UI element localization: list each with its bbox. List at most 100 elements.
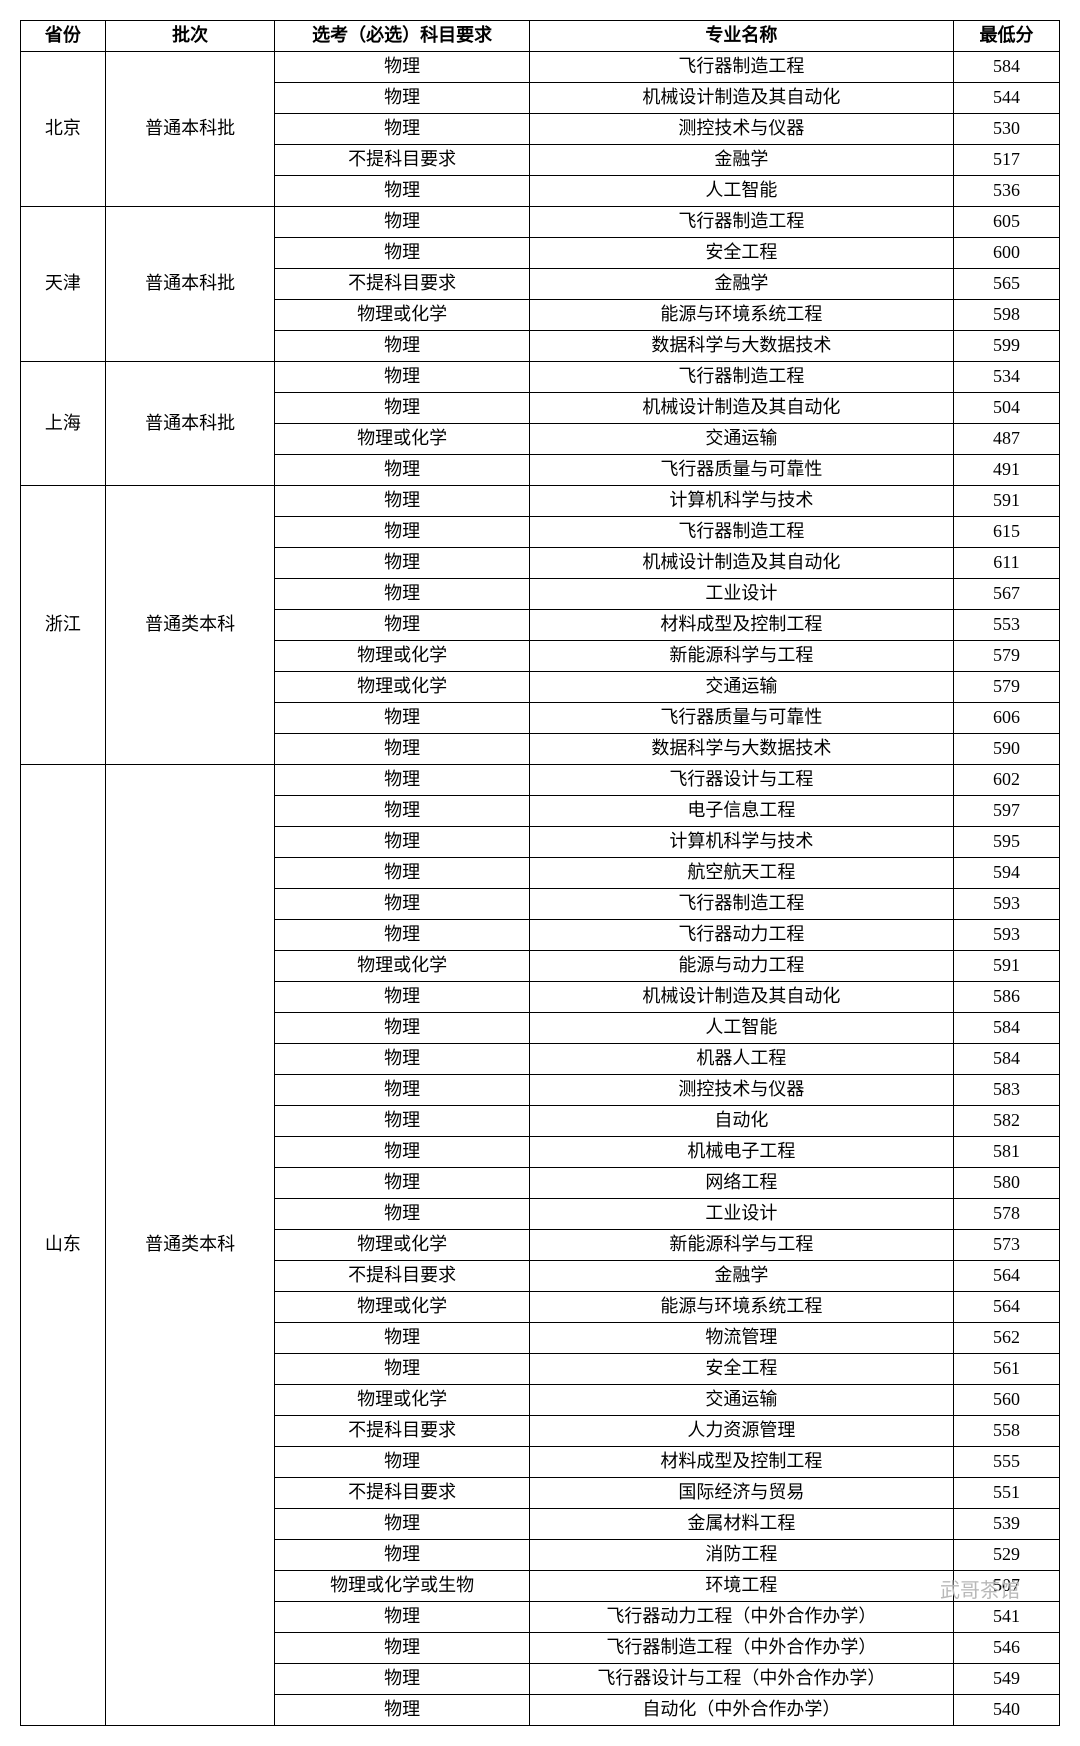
- cell-score: 560: [953, 1385, 1059, 1416]
- cell-major: 人工智能: [529, 1013, 953, 1044]
- cell-subject: 物理: [275, 1602, 529, 1633]
- cell-score: 593: [953, 920, 1059, 951]
- cell-score: 578: [953, 1199, 1059, 1230]
- cell-major: 测控技术与仪器: [529, 1075, 953, 1106]
- cell-score: 539: [953, 1509, 1059, 1540]
- cell-score: 582: [953, 1106, 1059, 1137]
- cell-subject: 物理: [275, 207, 529, 238]
- cell-score: 534: [953, 362, 1059, 393]
- cell-province: 浙江: [21, 486, 106, 765]
- cell-batch: 普通类本科: [105, 765, 275, 1726]
- cell-major: 机械设计制造及其自动化: [529, 393, 953, 424]
- cell-subject: 物理: [275, 548, 529, 579]
- cell-subject: 不提科目要求: [275, 1261, 529, 1292]
- cell-major: 计算机科学与技术: [529, 486, 953, 517]
- cell-major: 机械设计制造及其自动化: [529, 548, 953, 579]
- cell-score: 530: [953, 114, 1059, 145]
- cell-score: 529: [953, 1540, 1059, 1571]
- cell-score: 584: [953, 1044, 1059, 1075]
- cell-score: 591: [953, 951, 1059, 982]
- cell-subject: 物理或化学: [275, 1292, 529, 1323]
- cell-major: 金融学: [529, 1261, 953, 1292]
- cell-major: 飞行器动力工程（中外合作办学）: [529, 1602, 953, 1633]
- cell-subject: 物理: [275, 1633, 529, 1664]
- cell-subject: 物理: [275, 1044, 529, 1075]
- cell-subject: 物理: [275, 362, 529, 393]
- table-row: 浙江普通类本科物理计算机科学与技术591: [21, 486, 1060, 517]
- cell-score: 517: [953, 145, 1059, 176]
- cell-score: 540: [953, 1695, 1059, 1726]
- cell-major: 测控技术与仪器: [529, 114, 953, 145]
- cell-score: 551: [953, 1478, 1059, 1509]
- cell-score: 487: [953, 424, 1059, 455]
- cell-score: 544: [953, 83, 1059, 114]
- cell-score: 584: [953, 1013, 1059, 1044]
- cell-major: 工业设计: [529, 579, 953, 610]
- cell-major: 计算机科学与技术: [529, 827, 953, 858]
- cell-score: 599: [953, 331, 1059, 362]
- cell-score: 593: [953, 889, 1059, 920]
- cell-score: 504: [953, 393, 1059, 424]
- cell-major: 新能源科学与工程: [529, 641, 953, 672]
- cell-score: 602: [953, 765, 1059, 796]
- table-row: 山东普通类本科物理飞行器设计与工程602: [21, 765, 1060, 796]
- cell-major: 数据科学与大数据技术: [529, 734, 953, 765]
- cell-subject: 物理: [275, 1323, 529, 1354]
- cell-subject: 物理: [275, 238, 529, 269]
- cell-score: 565: [953, 269, 1059, 300]
- cell-major: 飞行器制造工程: [529, 52, 953, 83]
- cell-score: 611: [953, 548, 1059, 579]
- admission-score-table: 省份 批次 选考（必选）科目要求 专业名称 最低分 北京普通本科批物理飞行器制造…: [20, 20, 1060, 1726]
- cell-subject: 物理: [275, 796, 529, 827]
- cell-score: 549: [953, 1664, 1059, 1695]
- cell-major: 消防工程: [529, 1540, 953, 1571]
- cell-score: 491: [953, 455, 1059, 486]
- cell-batch: 普通本科批: [105, 207, 275, 362]
- cell-major: 机械设计制造及其自动化: [529, 83, 953, 114]
- cell-major: 能源与动力工程: [529, 951, 953, 982]
- cell-major: 航空航天工程: [529, 858, 953, 889]
- cell-subject: 不提科目要求: [275, 269, 529, 300]
- cell-subject: 物理: [275, 610, 529, 641]
- cell-subject: 物理: [275, 858, 529, 889]
- cell-major: 飞行器设计与工程（中外合作办学）: [529, 1664, 953, 1695]
- cell-subject: 物理或化学: [275, 951, 529, 982]
- cell-major: 物流管理: [529, 1323, 953, 1354]
- table-body: 北京普通本科批物理飞行器制造工程584物理机械设计制造及其自动化544物理测控技…: [21, 52, 1060, 1726]
- cell-subject: 物理: [275, 52, 529, 83]
- cell-score: 595: [953, 827, 1059, 858]
- header-score: 最低分: [953, 21, 1059, 52]
- cell-subject: 物理: [275, 176, 529, 207]
- cell-province: 上海: [21, 362, 106, 486]
- cell-subject: 物理: [275, 734, 529, 765]
- cell-score: 564: [953, 1292, 1059, 1323]
- cell-major: 机器人工程: [529, 1044, 953, 1075]
- cell-score: 579: [953, 672, 1059, 703]
- cell-score: 584: [953, 52, 1059, 83]
- cell-subject: 物理或化学: [275, 641, 529, 672]
- cell-score: 600: [953, 238, 1059, 269]
- cell-subject: 物理: [275, 1664, 529, 1695]
- cell-major: 飞行器设计与工程: [529, 765, 953, 796]
- cell-score: 606: [953, 703, 1059, 734]
- cell-subject: 物理: [275, 517, 529, 548]
- cell-score: 615: [953, 517, 1059, 548]
- cell-score: 583: [953, 1075, 1059, 1106]
- cell-score: 597: [953, 796, 1059, 827]
- cell-subject: 物理: [275, 579, 529, 610]
- cell-score: 573: [953, 1230, 1059, 1261]
- cell-score: 561: [953, 1354, 1059, 1385]
- header-batch: 批次: [105, 21, 275, 52]
- cell-province: 天津: [21, 207, 106, 362]
- cell-subject: 物理: [275, 1013, 529, 1044]
- cell-major: 材料成型及控制工程: [529, 610, 953, 641]
- cell-major: 能源与环境系统工程: [529, 1292, 953, 1323]
- cell-major: 金融学: [529, 145, 953, 176]
- cell-major: 人力资源管理: [529, 1416, 953, 1447]
- cell-subject: 物理: [275, 393, 529, 424]
- cell-score: 567: [953, 579, 1059, 610]
- cell-score: 590: [953, 734, 1059, 765]
- cell-subject: 物理或化学: [275, 672, 529, 703]
- cell-score: 598: [953, 300, 1059, 331]
- cell-major: 机械电子工程: [529, 1137, 953, 1168]
